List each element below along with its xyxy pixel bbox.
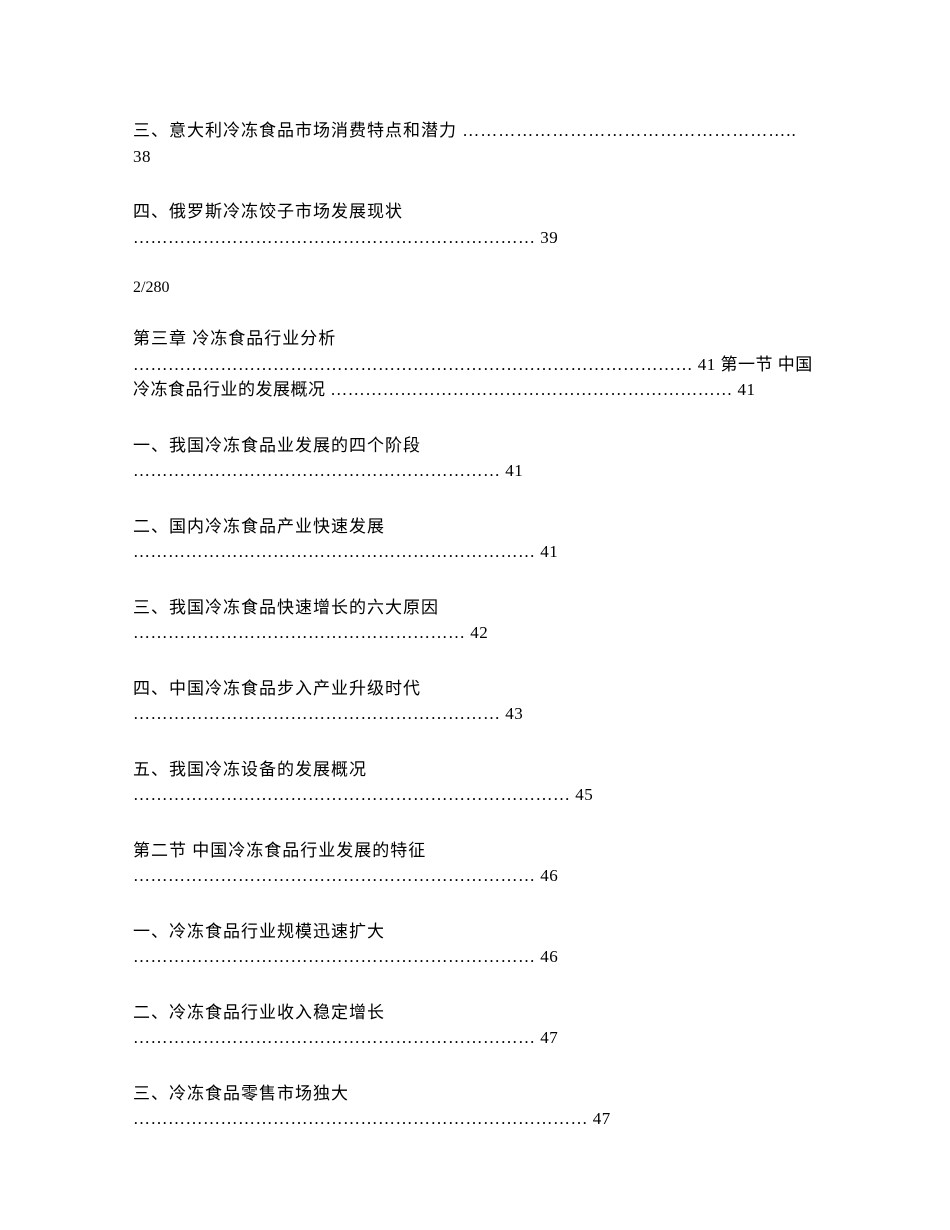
- entry-dots: ………………………………………………………………… 45: [133, 782, 820, 808]
- entry-title: 三、意大利冷冻食品市场消费特点和潜力 ………………………………………………..: [133, 118, 820, 144]
- entry-title: 四、中国冷冻食品步入产业升级时代: [133, 676, 820, 702]
- entry-title: 二、冷冻食品行业收入稳定增长: [133, 1000, 820, 1026]
- entry-dots: …………………………………………………………… 41: [133, 539, 820, 565]
- entry-dots: …………………………………………………………………………………… 41 第一节 …: [133, 352, 820, 403]
- toc-entry: 一、我国冷冻食品业发展的四个阶段 ……………………………………………………… 4…: [133, 433, 820, 484]
- entry-title: 三、冷冻食品零售市场独大: [133, 1081, 820, 1107]
- entry-dots: 38: [133, 144, 820, 170]
- entry-dots: ……………………………………………………… 41: [133, 458, 820, 484]
- entry-title: 第二节 中国冷冻食品行业发展的特征: [133, 838, 820, 864]
- toc-entry: 第二节 中国冷冻食品行业发展的特征 ……………………………………………………………: [133, 838, 820, 889]
- toc-entry: 四、俄罗斯冷冻饺子市场发展现状 …………………………………………………………… …: [133, 199, 820, 250]
- entry-title: 第三章 冷冻食品行业分析: [133, 326, 820, 352]
- entry-title: 四、俄罗斯冷冻饺子市场发展现状: [133, 199, 820, 225]
- entry-dots: …………………………………………………………… 46: [133, 863, 820, 889]
- entry-title: 五、我国冷冻设备的发展概况: [133, 757, 820, 783]
- entry-dots: ………………………………………………… 42: [133, 620, 820, 646]
- entry-title: 一、冷冻食品行业规模迅速扩大: [133, 919, 820, 945]
- entry-title: 三、我国冷冻食品快速增长的六大原因: [133, 595, 820, 621]
- page-counter: 2/280: [133, 280, 820, 296]
- toc-entry: 五、我国冷冻设备的发展概况 ………………………………………………………………… …: [133, 757, 820, 808]
- entry-dots: …………………………………………………………… 39: [133, 225, 820, 251]
- entry-dots: …………………………………………………………………… 47: [133, 1106, 820, 1132]
- toc-container: 三、意大利冷冻食品市场消费特点和潜力 ……………………………………………….. …: [133, 118, 820, 1132]
- entry-title: 二、国内冷冻食品产业快速发展: [133, 514, 820, 540]
- toc-entry: 一、冷冻食品行业规模迅速扩大 …………………………………………………………… 4…: [133, 919, 820, 970]
- entry-title: 一、我国冷冻食品业发展的四个阶段: [133, 433, 820, 459]
- toc-entry: 三、我国冷冻食品快速增长的六大原因 ………………………………………………… 42: [133, 595, 820, 646]
- toc-entry: 第三章 冷冻食品行业分析 …………………………………………………………………………: [133, 326, 820, 403]
- toc-entry: 三、意大利冷冻食品市场消费特点和潜力 ……………………………………………….. …: [133, 118, 820, 169]
- toc-entry: 二、冷冻食品行业收入稳定增长 …………………………………………………………… 4…: [133, 1000, 820, 1051]
- entry-dots: …………………………………………………………… 46: [133, 944, 820, 970]
- toc-entry: 三、冷冻食品零售市场独大 …………………………………………………………………… …: [133, 1081, 820, 1132]
- entry-dots: ……………………………………………………… 43: [133, 701, 820, 727]
- toc-entry: 四、中国冷冻食品步入产业升级时代 ……………………………………………………… 4…: [133, 676, 820, 727]
- toc-entry: 二、国内冷冻食品产业快速发展 …………………………………………………………… 4…: [133, 514, 820, 565]
- entry-dots: …………………………………………………………… 47: [133, 1025, 820, 1051]
